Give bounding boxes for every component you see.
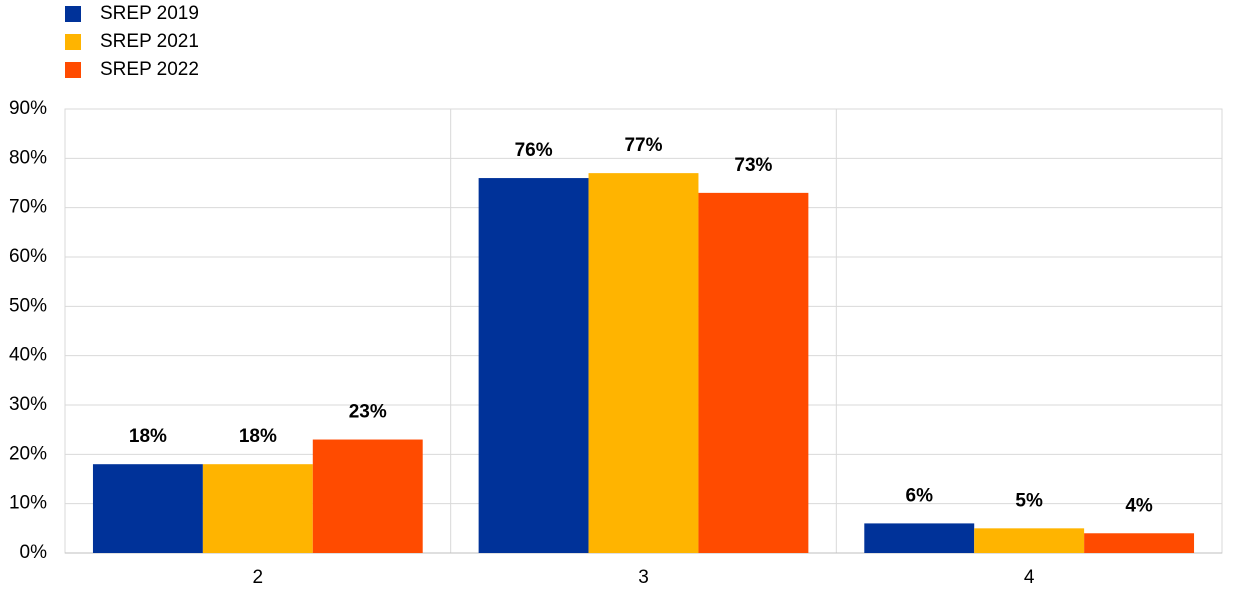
y-tick-label: 50% — [9, 295, 47, 316]
legend-swatch — [65, 62, 81, 78]
y-tick-label: 30% — [9, 394, 47, 415]
data-label: 4% — [1125, 495, 1153, 516]
bar — [312, 439, 423, 553]
data-label: 18% — [129, 426, 167, 447]
bar — [864, 523, 975, 553]
y-tick-label: 90% — [9, 98, 47, 119]
y-tick-label: 40% — [9, 345, 47, 366]
data-label: 18% — [239, 426, 277, 447]
y-tick-label: 80% — [9, 147, 47, 168]
legend-label: SREP 2021 — [100, 31, 199, 52]
data-label: 76% — [515, 140, 553, 161]
bar — [1084, 533, 1195, 553]
data-label: 5% — [1015, 490, 1043, 511]
legend-label: SREP 2022 — [100, 59, 199, 80]
data-label: 23% — [349, 402, 387, 423]
data-label: 73% — [734, 155, 772, 176]
bar — [698, 192, 809, 553]
bar — [588, 173, 699, 553]
bar — [202, 464, 313, 553]
bar — [92, 464, 203, 553]
y-tick-label: 20% — [9, 443, 47, 464]
data-label: 6% — [906, 485, 934, 506]
data-label: 77% — [624, 135, 662, 156]
y-tick-label: 0% — [20, 542, 48, 563]
x-tick-label: 4 — [1024, 567, 1035, 588]
x-tick-label: 2 — [253, 567, 264, 588]
legend-label: SREP 2019 — [100, 3, 199, 24]
y-tick-label: 10% — [9, 493, 47, 514]
y-tick-label: 60% — [9, 246, 47, 267]
y-tick-label: 70% — [9, 197, 47, 218]
legend-swatch — [65, 34, 81, 50]
legend-swatch — [65, 6, 81, 22]
x-tick-label: 3 — [638, 567, 649, 588]
bar — [974, 528, 1085, 553]
bar — [478, 178, 589, 554]
